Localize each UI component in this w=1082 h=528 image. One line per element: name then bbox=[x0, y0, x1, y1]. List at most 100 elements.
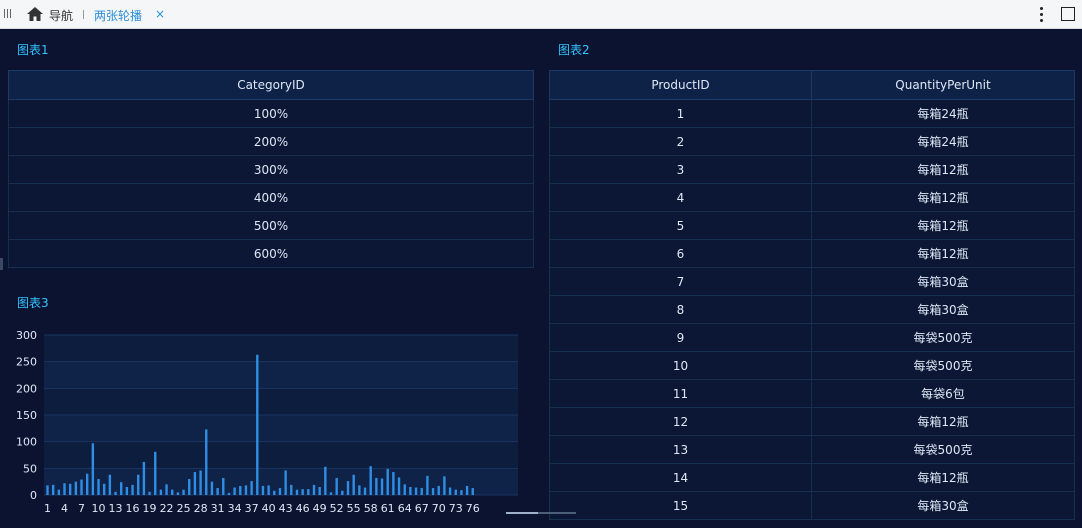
column-header-quantityperunit[interactable]: QuantityPerUnit bbox=[811, 70, 1075, 100]
column-header-productid[interactable]: ProductID bbox=[549, 70, 812, 100]
table-row[interactable]: 100% bbox=[8, 99, 534, 128]
cell-productid: 5 bbox=[549, 211, 812, 240]
bar bbox=[431, 488, 435, 495]
x-tick-label: 40 bbox=[262, 502, 276, 515]
bar bbox=[460, 490, 463, 495]
table-row[interactable]: 500% bbox=[8, 211, 534, 240]
cell-quantityperunit: 每袋500克 bbox=[811, 435, 1075, 464]
bar-chart: 0 50 100 150 200 250 300 1 4 7 10 13 16 19 22 25 28 31 34 3… bbox=[0, 320, 540, 528]
chart-scroll-thumb[interactable] bbox=[506, 512, 538, 514]
cell-productid: 6 bbox=[549, 239, 812, 268]
panel1-title: 图表1 bbox=[17, 43, 49, 57]
home-icon[interactable] bbox=[26, 5, 44, 23]
table-row[interactable]: 15 每箱30盒 bbox=[549, 491, 1075, 520]
more-vertical-icon[interactable] bbox=[1038, 6, 1044, 24]
column-header-categoryid[interactable]: CategoryID bbox=[8, 70, 534, 100]
table-cell: 400% bbox=[8, 183, 534, 212]
table-row[interactable]: 600% bbox=[8, 239, 534, 268]
bar bbox=[318, 487, 321, 495]
maximize-icon[interactable] bbox=[1061, 7, 1075, 21]
cell-productid: 4 bbox=[549, 183, 812, 212]
bar bbox=[290, 484, 293, 495]
bar bbox=[273, 490, 276, 495]
y-tick-label: 200 bbox=[16, 382, 37, 395]
drag-grip-icon[interactable] bbox=[4, 9, 12, 19]
table-row[interactable]: 400% bbox=[8, 183, 534, 212]
cell-quantityperunit: 每箱12瓶 bbox=[811, 239, 1075, 268]
table-row[interactable]: 3 每箱12瓶 bbox=[549, 155, 1075, 184]
table-row[interactable]: 300% bbox=[8, 155, 534, 184]
x-tick-label: 28 bbox=[194, 502, 208, 515]
cell-productid: 12 bbox=[549, 407, 812, 436]
table-row[interactable]: 14 每箱12瓶 bbox=[549, 463, 1075, 492]
table-row[interactable]: 6 每箱12瓶 bbox=[549, 239, 1075, 268]
cell-quantityperunit: 每箱30盒 bbox=[811, 491, 1075, 520]
tab-two-carousel[interactable]: 两张轮播 bbox=[94, 9, 143, 23]
cell-productid: 10 bbox=[549, 351, 812, 380]
bar bbox=[375, 477, 378, 495]
bar bbox=[210, 481, 214, 495]
table-row[interactable]: 200% bbox=[8, 127, 534, 156]
x-tick-label: 46 bbox=[296, 502, 310, 515]
table-row[interactable]: 12 每箱12瓶 bbox=[549, 407, 1075, 436]
bar bbox=[131, 484, 134, 495]
table-row[interactable]: 2 每箱24瓶 bbox=[549, 127, 1075, 156]
table-row[interactable]: 13 每袋500克 bbox=[549, 435, 1075, 464]
grid-band bbox=[44, 388, 518, 415]
close-icon[interactable]: × bbox=[155, 7, 166, 21]
x-tick-label: 67 bbox=[415, 502, 429, 515]
y-tick-label: 100 bbox=[16, 436, 37, 449]
bar bbox=[199, 470, 202, 495]
x-tick-label: 58 bbox=[364, 502, 378, 515]
cell-quantityperunit: 每箱12瓶 bbox=[811, 183, 1075, 212]
y-tick-label: 300 bbox=[16, 329, 37, 342]
bar bbox=[278, 488, 282, 495]
x-tick-label: 19 bbox=[143, 502, 157, 515]
chart-scrollbar[interactable] bbox=[506, 512, 576, 514]
tab-navigation[interactable]: 导航 bbox=[49, 9, 74, 23]
grid-band bbox=[44, 415, 518, 442]
x-tick-label: 25 bbox=[177, 502, 191, 515]
resize-handle[interactable] bbox=[0, 258, 3, 270]
bar bbox=[137, 474, 140, 495]
table-cell: 100% bbox=[8, 99, 534, 128]
bar bbox=[222, 477, 225, 495]
bar bbox=[414, 487, 418, 495]
table-row[interactable]: 5 每箱12瓶 bbox=[549, 211, 1075, 240]
cell-quantityperunit: 每袋500克 bbox=[811, 323, 1075, 352]
table-row[interactable]: 4 每箱12瓶 bbox=[549, 183, 1075, 212]
cell-quantityperunit: 每箱12瓶 bbox=[811, 211, 1075, 240]
table-row[interactable]: 9 每袋500克 bbox=[549, 323, 1075, 352]
x-tick-label: 64 bbox=[398, 502, 412, 515]
cell-productid: 1 bbox=[549, 99, 812, 128]
panel3-title: 图表3 bbox=[17, 296, 49, 310]
bar bbox=[108, 474, 112, 495]
table-row[interactable]: 1 每箱24瓶 bbox=[549, 99, 1075, 128]
bar bbox=[335, 477, 338, 495]
y-tick-label: 150 bbox=[16, 409, 37, 422]
table-row[interactable]: 10 每袋500克 bbox=[549, 351, 1075, 380]
bar bbox=[103, 483, 106, 495]
bar bbox=[250, 481, 253, 495]
bar bbox=[465, 485, 469, 495]
x-tick-label: 4 bbox=[61, 502, 68, 515]
bar bbox=[341, 490, 344, 495]
table-row[interactable]: 8 每箱30盒 bbox=[549, 295, 1075, 324]
cell-productid: 13 bbox=[549, 435, 812, 464]
bar bbox=[120, 482, 123, 495]
bar bbox=[46, 485, 49, 495]
y-tick-label: 0 bbox=[30, 489, 37, 502]
bar-chart-svg: 0 50 100 150 200 250 300 1 4 7 10 13 16 19 22 25 28 31 34 3… bbox=[16, 329, 518, 515]
bar bbox=[324, 466, 327, 495]
x-tick-label: 31 bbox=[211, 502, 225, 515]
bar bbox=[392, 472, 395, 495]
bar bbox=[380, 478, 384, 495]
table-row[interactable]: 7 每箱30盒 bbox=[549, 267, 1075, 296]
cell-productid: 3 bbox=[549, 155, 812, 184]
bar bbox=[80, 479, 83, 495]
bar bbox=[448, 487, 452, 495]
cell-quantityperunit: 每袋6包 bbox=[811, 379, 1075, 408]
bar bbox=[142, 461, 146, 495]
table-row[interactable]: 11 每袋6包 bbox=[549, 379, 1075, 408]
x-tick-label: 49 bbox=[313, 502, 327, 515]
